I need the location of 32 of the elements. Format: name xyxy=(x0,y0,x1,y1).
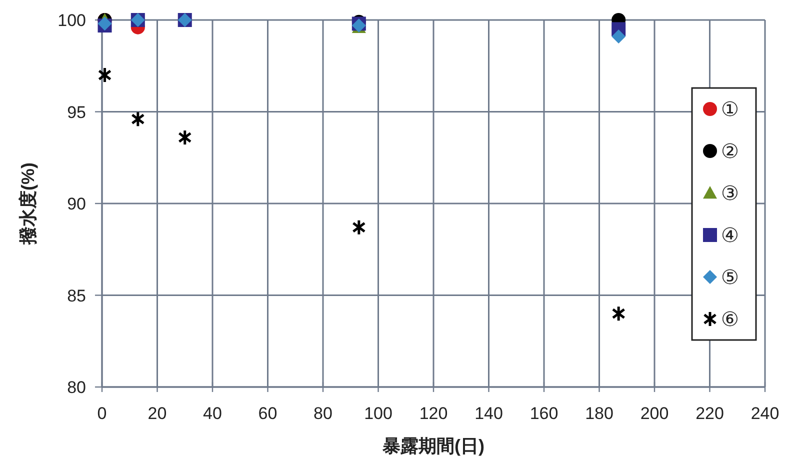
x-tick-label: 140 xyxy=(474,404,503,423)
point xyxy=(98,66,112,84)
point xyxy=(178,129,192,146)
x-axis-title: 暴露期間(日) xyxy=(382,436,484,456)
y-tick-label: 100 xyxy=(58,11,86,30)
x-tick-label: 0 xyxy=(97,404,107,423)
legend-label: ① xyxy=(721,99,739,121)
x-tick-label: 220 xyxy=(696,404,724,423)
legend-label: ② xyxy=(721,141,739,163)
y-tick-label: 85 xyxy=(67,286,86,306)
y-tick-label: 95 xyxy=(67,102,86,122)
y-tick-label: 80 xyxy=(67,378,86,397)
legend-label: ⑤ xyxy=(721,267,739,289)
x-tick-label: 60 xyxy=(258,404,278,423)
x-tick-label: 180 xyxy=(585,404,614,423)
point xyxy=(612,305,626,322)
x-tick-label: 80 xyxy=(314,404,332,423)
y-tick-label: 90 xyxy=(67,194,86,214)
x-tick-label: 160 xyxy=(530,404,558,423)
point xyxy=(131,110,145,128)
x-tick-label: 240 xyxy=(750,404,780,423)
x-tick-label: 200 xyxy=(640,404,669,423)
x-tick-label: 20 xyxy=(148,404,167,423)
point xyxy=(352,219,366,236)
x-tick-label: 40 xyxy=(203,404,222,423)
legend-label: ⑥ xyxy=(721,309,739,331)
x-tick-label: 100 xyxy=(364,404,392,423)
legend-label: ③ xyxy=(721,183,739,205)
legend-label: ④ xyxy=(721,225,739,247)
point xyxy=(612,30,626,44)
y-axis-title: 撥水度(%) xyxy=(18,162,38,246)
x-tick-label: 120 xyxy=(419,404,448,423)
